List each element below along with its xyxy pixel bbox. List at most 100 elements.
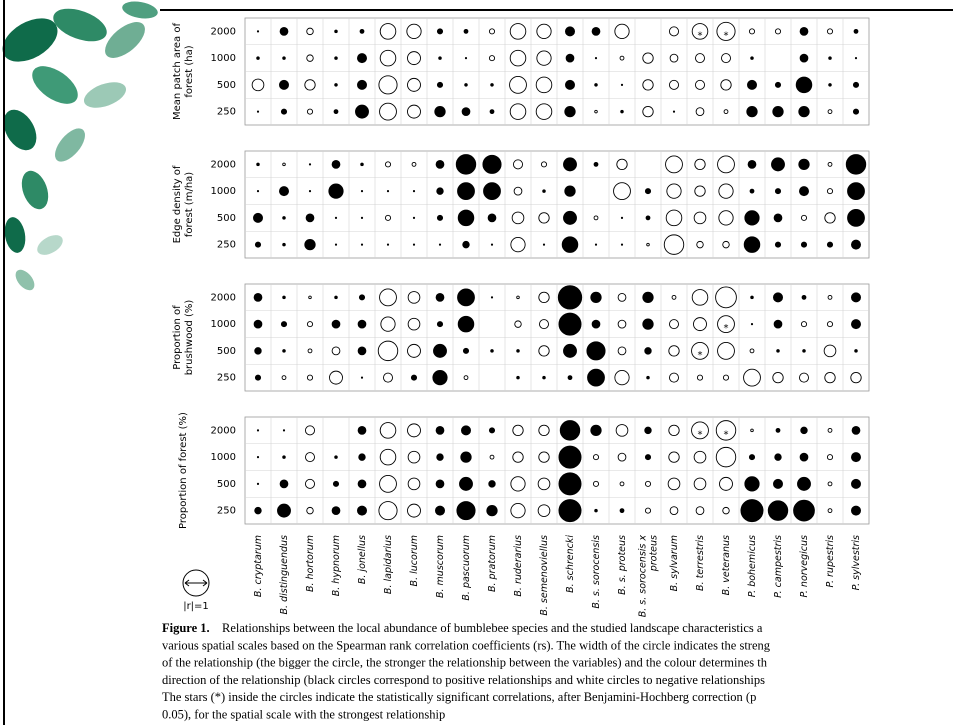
- bubble: [801, 427, 808, 434]
- bubble: [307, 507, 314, 514]
- bubble: [380, 449, 396, 465]
- bubble: [592, 27, 600, 35]
- bubble: [490, 110, 494, 114]
- bubble: [828, 509, 832, 513]
- bubble: [592, 320, 600, 328]
- bubble: [695, 54, 704, 63]
- bubble: [645, 348, 652, 355]
- caption-line: direction of the relationship (black cir…: [162, 673, 765, 687]
- scale-label: 1000: [211, 319, 236, 330]
- bubble: [719, 184, 733, 198]
- bubble: [333, 481, 338, 486]
- bubble: [458, 316, 474, 332]
- bubble: [669, 425, 679, 435]
- bubble: [768, 501, 788, 521]
- bubble: [517, 350, 520, 353]
- bubble: [332, 160, 340, 168]
- bubble: [716, 447, 736, 467]
- bubble: [745, 477, 759, 491]
- bubble: [510, 24, 526, 40]
- species-label: P. sylvestris: [851, 535, 862, 590]
- species-label: B. hypnorum: [331, 535, 342, 596]
- bubble: [773, 106, 783, 116]
- bubble: [361, 163, 364, 166]
- scale-label: 250: [217, 373, 236, 384]
- bubble: [591, 425, 601, 435]
- bubble: [489, 481, 496, 488]
- bubble: [253, 213, 262, 222]
- bubble: [489, 29, 494, 34]
- bubble: [751, 296, 754, 299]
- bubble: [751, 57, 754, 60]
- species-label: B. pratorum: [487, 535, 498, 592]
- species-label: B. cryptarum: [253, 535, 264, 597]
- background: [0, 0, 953, 725]
- bubble: [621, 84, 622, 85]
- bubble: [435, 506, 444, 515]
- bubble: [773, 479, 782, 488]
- bubble: [643, 319, 653, 329]
- bubble: [514, 187, 522, 195]
- bubble: [800, 453, 808, 461]
- bubble: [694, 478, 706, 490]
- significance-star: *: [698, 429, 703, 440]
- bubble: [723, 375, 728, 380]
- species-label: B. veteranus: [721, 535, 732, 595]
- bubble: [413, 217, 414, 218]
- bubble: [647, 376, 650, 379]
- bubble: [517, 296, 520, 299]
- bubble: [387, 190, 388, 191]
- bubble: [539, 346, 549, 356]
- scale-label: 500: [217, 479, 236, 490]
- scale-label: 500: [217, 346, 236, 357]
- scale-label: 250: [217, 506, 236, 517]
- bubble: [620, 509, 624, 513]
- bubble: [278, 504, 291, 517]
- bubble: [282, 376, 286, 380]
- bubble: [645, 508, 650, 513]
- bubble: [694, 451, 706, 463]
- bubble: [694, 212, 706, 224]
- bubble: [854, 29, 858, 33]
- bubble: [695, 159, 705, 169]
- bubble: [595, 110, 598, 113]
- bubble: [829, 84, 832, 87]
- bubble: [257, 31, 258, 32]
- bubble: [643, 292, 653, 302]
- bubble: [620, 482, 624, 486]
- bubble: [307, 28, 314, 35]
- bubble: [279, 80, 288, 89]
- caption-line: Relationships between the local abundanc…: [222, 621, 763, 635]
- bubble: [670, 54, 678, 62]
- bubble: [358, 480, 366, 488]
- bubble: [537, 24, 551, 38]
- bubble: [332, 320, 340, 328]
- bubble: [436, 293, 444, 301]
- bubble: [283, 430, 284, 431]
- bubble: [408, 52, 421, 65]
- bubble: [543, 244, 544, 245]
- bubble: [718, 156, 735, 173]
- bubble: [411, 375, 416, 380]
- scale-label: 250: [217, 240, 236, 251]
- bubble: [539, 292, 549, 302]
- bubble: [853, 109, 858, 114]
- bubble: [380, 50, 396, 66]
- bubble: [855, 350, 858, 353]
- bubble: [615, 24, 629, 38]
- species-label: P. norvegicus: [799, 535, 810, 598]
- bubble: [618, 453, 626, 461]
- bubble: [587, 342, 605, 360]
- bubble: [483, 155, 501, 173]
- bubble: [614, 183, 631, 200]
- group-label: Proportion of: [172, 305, 183, 370]
- figure: |r|=1 Figure 1. Mean patch area offorest…: [0, 0, 953, 725]
- bubble: [488, 214, 496, 222]
- bubble: [383, 373, 392, 382]
- bubble: [721, 80, 731, 90]
- bubble: [462, 108, 470, 116]
- bubble: [436, 160, 444, 168]
- bubble: [436, 426, 444, 434]
- page: |r|=1 Figure 1. Mean patch area offorest…: [0, 0, 953, 725]
- species-label: P. bohemicus: [747, 535, 758, 597]
